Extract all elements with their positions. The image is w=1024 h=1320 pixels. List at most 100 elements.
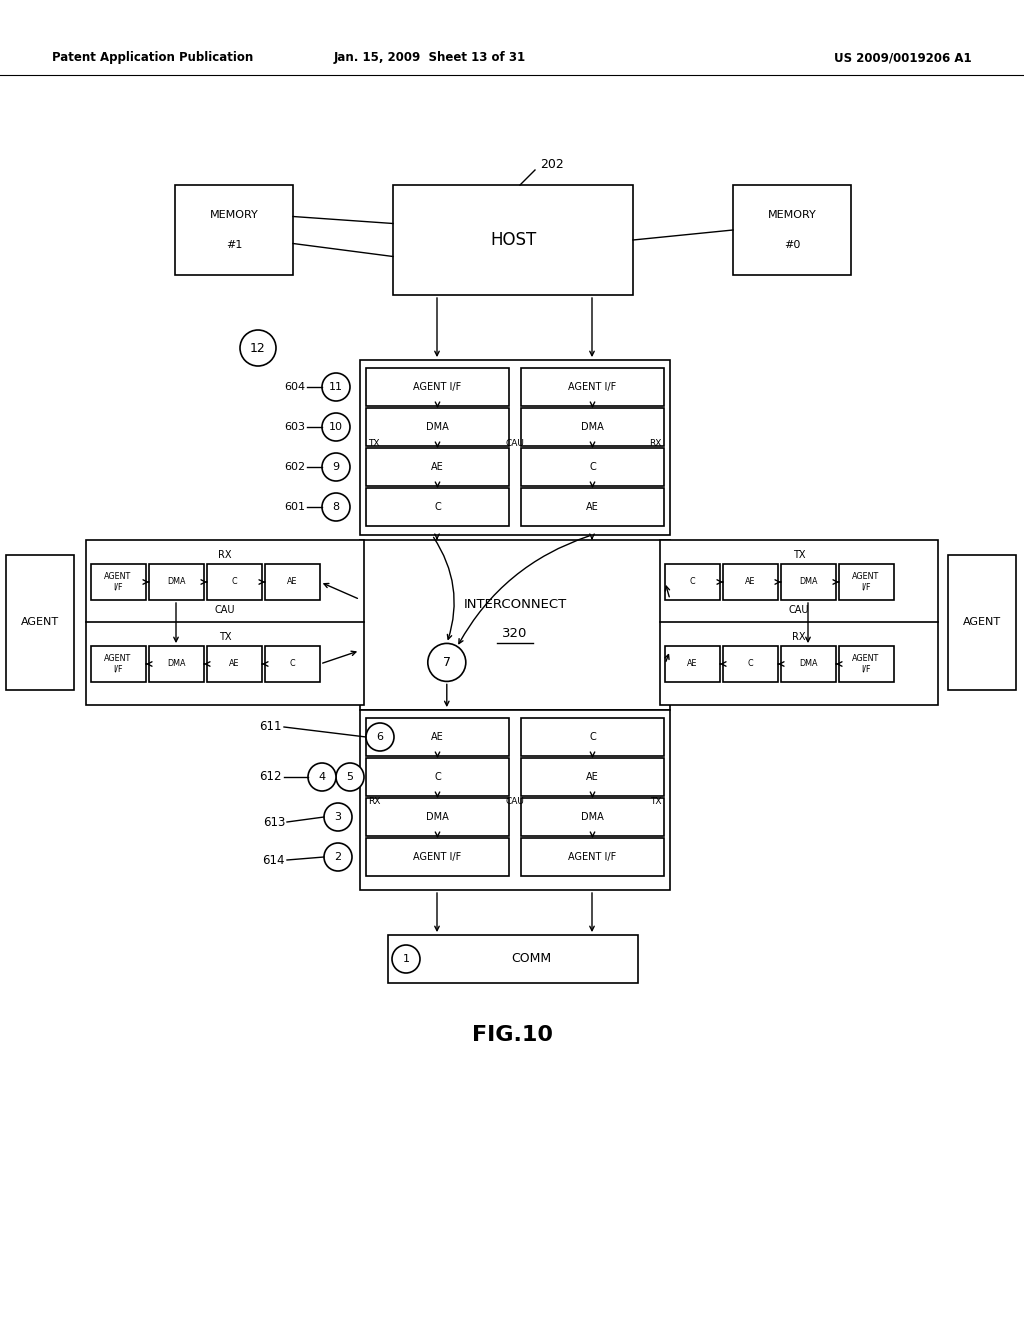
Bar — [6, 554, 74, 690]
Text: US 2009/0019206 A1: US 2009/0019206 A1 — [835, 51, 972, 65]
Bar — [360, 710, 670, 890]
Bar — [781, 645, 836, 682]
Text: 8: 8 — [333, 502, 340, 512]
Text: 613: 613 — [262, 816, 285, 829]
Circle shape — [428, 643, 466, 681]
Bar — [393, 185, 633, 294]
Bar — [366, 488, 509, 525]
Circle shape — [366, 723, 394, 751]
Text: 602: 602 — [284, 462, 305, 473]
Text: 611: 611 — [259, 721, 282, 734]
Circle shape — [392, 945, 420, 973]
Text: COMM: COMM — [511, 953, 551, 965]
Text: AE: AE — [431, 733, 443, 742]
Text: AGENT I/F: AGENT I/F — [414, 381, 462, 392]
Bar — [521, 447, 664, 486]
Text: 6: 6 — [377, 733, 384, 742]
Bar — [366, 838, 509, 876]
Text: MEMORY: MEMORY — [210, 210, 258, 220]
Text: C: C — [231, 578, 237, 586]
Bar — [265, 645, 319, 682]
Text: 612: 612 — [259, 771, 282, 784]
Bar — [207, 564, 262, 601]
Text: 614: 614 — [262, 854, 285, 866]
Text: AE: AE — [287, 578, 297, 586]
Bar — [781, 564, 836, 601]
Text: AGENT
I/F: AGENT I/F — [104, 655, 132, 673]
Bar — [360, 540, 670, 710]
Bar — [839, 645, 894, 682]
Text: RX: RX — [649, 438, 662, 447]
Text: AE: AE — [687, 660, 697, 668]
Circle shape — [240, 330, 276, 366]
Text: DMA: DMA — [799, 660, 817, 668]
Circle shape — [308, 763, 336, 791]
Text: AE: AE — [431, 462, 443, 473]
Text: 9: 9 — [333, 462, 340, 473]
Text: HOST: HOST — [489, 231, 537, 249]
Bar — [665, 645, 720, 682]
Text: C: C — [434, 502, 441, 512]
Circle shape — [322, 374, 350, 401]
Bar — [723, 645, 778, 682]
Text: AGENT
I/F: AGENT I/F — [852, 573, 880, 591]
Bar — [660, 540, 938, 705]
Bar — [86, 540, 364, 705]
Text: 3: 3 — [335, 812, 341, 822]
Text: AGENT I/F: AGENT I/F — [568, 381, 616, 392]
Text: C: C — [289, 660, 295, 668]
Text: 1: 1 — [402, 954, 410, 964]
Text: #1: #1 — [226, 240, 243, 249]
Text: AE: AE — [586, 502, 599, 512]
Bar — [733, 185, 851, 275]
Bar — [521, 758, 664, 796]
Text: C: C — [589, 462, 596, 473]
Circle shape — [324, 803, 352, 832]
Text: 7: 7 — [442, 656, 451, 669]
Text: AE: AE — [228, 660, 240, 668]
Text: 11: 11 — [329, 381, 343, 392]
Text: 2: 2 — [335, 851, 342, 862]
Bar — [366, 447, 509, 486]
Bar — [150, 645, 204, 682]
Bar — [521, 488, 664, 525]
Bar — [360, 360, 670, 535]
Text: FIG.10: FIG.10 — [471, 1026, 553, 1045]
Bar — [521, 718, 664, 756]
Text: RX: RX — [218, 550, 231, 560]
Text: C: C — [434, 772, 441, 781]
Text: 10: 10 — [329, 422, 343, 432]
Bar — [366, 408, 509, 446]
Bar — [665, 564, 720, 601]
Text: AGENT: AGENT — [963, 616, 1001, 627]
Text: RX: RX — [793, 632, 806, 642]
Circle shape — [336, 763, 364, 791]
Text: DMA: DMA — [582, 812, 604, 822]
Text: AGENT I/F: AGENT I/F — [568, 851, 616, 862]
Text: TX: TX — [650, 796, 662, 805]
Text: DMA: DMA — [167, 578, 185, 586]
Text: DMA: DMA — [799, 578, 817, 586]
Text: AGENT
I/F: AGENT I/F — [104, 573, 132, 591]
Text: Patent Application Publication: Patent Application Publication — [52, 51, 253, 65]
Bar — [839, 564, 894, 601]
Bar — [521, 799, 664, 836]
Bar — [91, 564, 146, 601]
Circle shape — [322, 413, 350, 441]
Text: 202: 202 — [540, 158, 564, 172]
Circle shape — [322, 492, 350, 521]
Text: #0: #0 — [783, 240, 800, 249]
Text: RX: RX — [368, 796, 380, 805]
Text: INTERCONNECT: INTERCONNECT — [464, 598, 566, 611]
Bar — [366, 368, 509, 407]
Bar — [175, 185, 293, 275]
Text: 320: 320 — [503, 627, 527, 640]
Bar — [150, 564, 204, 601]
Text: CAU: CAU — [788, 605, 809, 615]
Bar — [521, 408, 664, 446]
Bar — [366, 758, 509, 796]
Bar — [91, 645, 146, 682]
Text: CAU: CAU — [506, 796, 524, 805]
Text: DMA: DMA — [167, 660, 185, 668]
Text: 604: 604 — [284, 381, 305, 392]
